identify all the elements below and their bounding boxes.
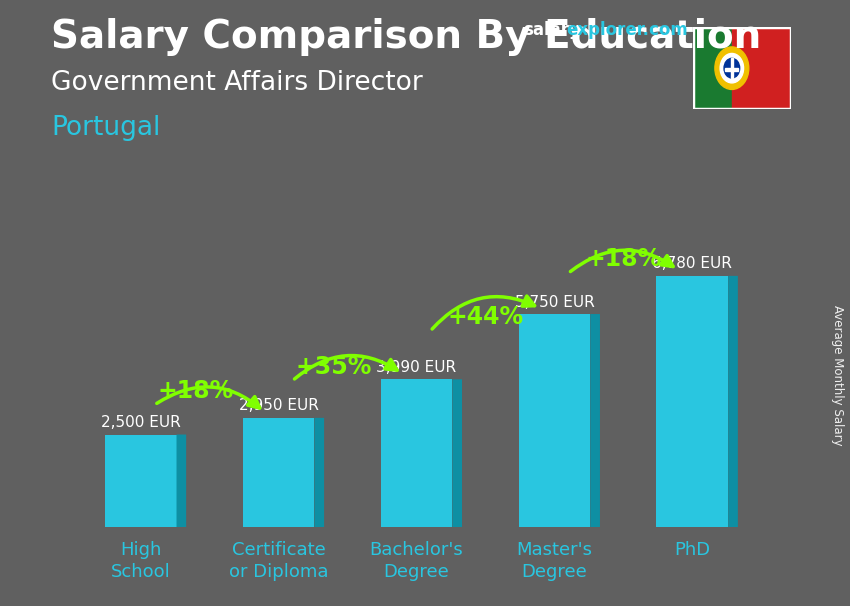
Text: Government Affairs Director: Government Affairs Director xyxy=(51,70,422,96)
Text: 6,780 EUR: 6,780 EUR xyxy=(653,256,733,271)
Polygon shape xyxy=(177,435,186,527)
Polygon shape xyxy=(725,68,739,71)
Text: salary: salary xyxy=(523,21,580,39)
Text: Salary Comparison By Education: Salary Comparison By Education xyxy=(51,18,762,56)
Text: 2,950 EUR: 2,950 EUR xyxy=(239,398,319,413)
Text: 5,750 EUR: 5,750 EUR xyxy=(514,295,594,310)
Text: +35%: +35% xyxy=(296,355,372,379)
Polygon shape xyxy=(693,27,732,109)
Polygon shape xyxy=(452,379,462,527)
Text: Average Monthly Salary: Average Monthly Salary xyxy=(830,305,844,446)
Circle shape xyxy=(720,53,744,83)
Text: Portugal: Portugal xyxy=(51,115,161,141)
Polygon shape xyxy=(105,435,177,527)
Polygon shape xyxy=(243,418,314,527)
Text: 2,500 EUR: 2,500 EUR xyxy=(101,415,180,430)
Circle shape xyxy=(724,58,740,78)
Polygon shape xyxy=(656,276,728,527)
Polygon shape xyxy=(314,418,324,527)
Polygon shape xyxy=(518,314,590,527)
Polygon shape xyxy=(731,58,733,78)
Text: +18%: +18% xyxy=(158,379,234,403)
Text: explorer.com: explorer.com xyxy=(566,21,688,39)
Polygon shape xyxy=(381,379,452,527)
Polygon shape xyxy=(732,27,791,109)
Text: +44%: +44% xyxy=(447,305,524,329)
Polygon shape xyxy=(728,276,738,527)
Text: 3,990 EUR: 3,990 EUR xyxy=(377,360,456,375)
Circle shape xyxy=(715,47,749,90)
Polygon shape xyxy=(590,314,600,527)
Text: +18%: +18% xyxy=(586,247,661,271)
